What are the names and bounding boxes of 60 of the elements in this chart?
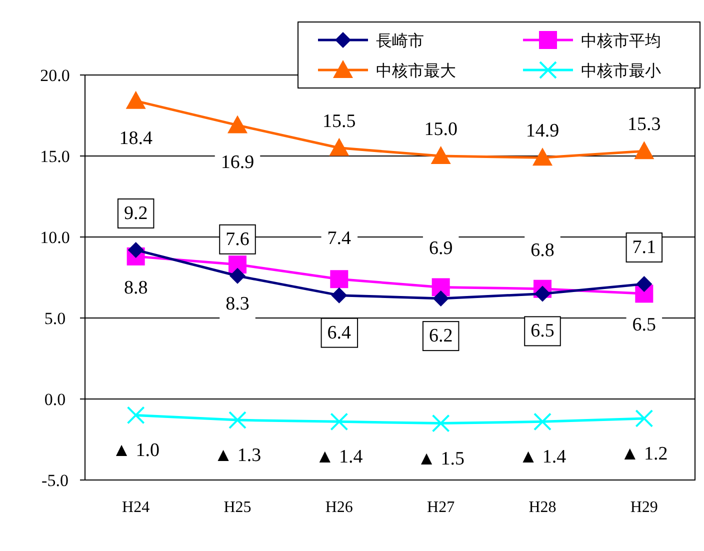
point (126, 90, 146, 109)
annotation: ▲ 1.0 (112, 440, 160, 462)
x-tick-label: H25 (224, 499, 252, 516)
point (636, 276, 652, 292)
point (430, 146, 451, 164)
data-label: 7.6 (226, 228, 250, 250)
point (230, 268, 246, 284)
data-label: 8.8 (124, 277, 148, 298)
y-tick-label: 0.0 (44, 390, 66, 409)
point (331, 287, 348, 304)
point (128, 242, 144, 258)
point (330, 270, 348, 288)
legend-label: 中核市平均 (581, 31, 661, 50)
data-label: 16.9 (220, 152, 254, 174)
y-tick-label: 15.0 (40, 147, 70, 166)
annotation: ▲ 1.2 (620, 443, 668, 464)
annotation: ▲ 1.4 (518, 446, 566, 468)
point (534, 286, 550, 302)
legend-label: 中核市最小 (581, 61, 661, 80)
y-tick-label: -5.0 (42, 471, 68, 490)
point (228, 411, 246, 430)
x-tick-label: H29 (630, 499, 658, 516)
legend-label: 長崎市 (376, 31, 424, 50)
point (432, 414, 450, 432)
point (329, 138, 350, 156)
point (534, 412, 552, 431)
x-tick-label: H26 (325, 499, 353, 516)
y-tick-label: 20.0 (40, 66, 70, 85)
annotation: ▲ 1.5 (417, 448, 464, 470)
point (635, 409, 654, 428)
data-label: 8.3 (226, 294, 250, 315)
legend-label: 中核市最大 (376, 61, 456, 80)
data-label: 6.5 (530, 320, 554, 342)
data-label: 14.9 (526, 120, 560, 142)
data-label: 15.0 (424, 119, 458, 140)
data-label: 7.4 (327, 228, 352, 250)
data-label: 6.5 (632, 314, 656, 336)
data-label: 18.4 (119, 128, 153, 149)
data-label: 9.2 (124, 202, 148, 224)
x-tick-label: H28 (528, 499, 556, 516)
data-label: 6.2 (428, 326, 453, 347)
point (126, 406, 145, 424)
point (228, 115, 248, 134)
y-tick-label: 10.0 (40, 228, 70, 247)
data-label: 6.4 (327, 322, 352, 344)
data-label: 6.8 (530, 240, 554, 261)
annotation: ▲ 1.4 (316, 446, 363, 468)
y-tick-label: 5.0 (44, 309, 66, 328)
data-label: 6.9 (428, 238, 453, 260)
point (432, 278, 450, 296)
annotation: ▲ 1.3 (214, 445, 262, 466)
point (532, 148, 552, 166)
data-label: 15.5 (322, 110, 356, 132)
x-tick-label: H27 (427, 499, 455, 516)
data-label: 15.3 (628, 114, 661, 136)
data-label: 7.1 (632, 236, 656, 258)
point (432, 290, 449, 307)
point (634, 141, 654, 160)
x-tick-label: H24 (122, 499, 150, 516)
point (330, 412, 348, 431)
